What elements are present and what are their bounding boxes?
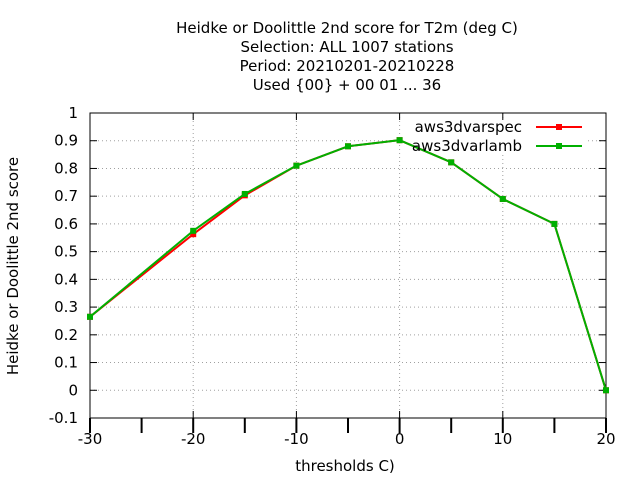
series-point-aws3dvarlamb (345, 143, 351, 150)
x-tick-label: -20 (181, 430, 206, 448)
y-tick-label: 0.1 (54, 354, 78, 372)
series-line-aws3dvarspec (89, 139, 607, 391)
x-tick-label: 0 (395, 430, 405, 448)
y-tick-label: 0.3 (54, 298, 78, 316)
x-tick-label: 10 (493, 430, 512, 448)
y-tick-label: 0.8 (54, 159, 78, 177)
legend-label-aws3dvarspec: aws3dvarspec (415, 118, 522, 136)
legend-marker-aws3dvarlamb (556, 143, 562, 149)
y-tick-label: 0.2 (54, 326, 78, 344)
series-line-aws3dvarlamb (89, 139, 607, 391)
series-point-aws3dvarlamb (241, 190, 248, 197)
y-tick-label: 1 (68, 104, 78, 122)
grid (90, 113, 606, 418)
series-point-aws3dvarlamb (603, 387, 609, 394)
title-line-3: Period: 20210201-20210228 (240, 57, 455, 75)
axes (89, 112, 607, 419)
chart-title: Heidke or Doolittle 2nd score for T2m (d… (176, 19, 518, 94)
y-tick-label: 0.6 (54, 215, 78, 233)
x-tick-label: -30 (78, 430, 103, 448)
title-line-1: Heidke or Doolittle 2nd score for T2m (d… (176, 19, 518, 37)
x-tick-label: 20 (596, 430, 615, 448)
series-point-aws3dvarlamb (293, 162, 300, 169)
series-point-aws3dvarlamb (190, 227, 197, 234)
y-tick-label: 0.4 (54, 270, 78, 288)
y-tick-label: 0.7 (54, 187, 78, 205)
series-point-aws3dvarlamb (551, 220, 558, 227)
y-tick-label: 0 (68, 381, 78, 399)
title-line-4: Used {00} + 00 01 ... 36 (253, 76, 441, 94)
x-axis-label: thresholds C) (295, 457, 395, 475)
plot-border (89, 112, 607, 419)
ticks: -0.1 0 0.1 0.2 0.3 0.4 0.5 0.6 0.7 0.8 0.9 1 -30 -20 -… (49, 104, 616, 448)
series-point-aws3dvarlamb (396, 137, 403, 144)
title-line-2: Selection: ALL 1007 stations (240, 38, 453, 56)
series-point-aws3dvarlamb (499, 195, 506, 202)
legend-marker-aws3dvarspec (556, 124, 562, 130)
series-point-aws3dvarspec (190, 231, 197, 238)
series-point-aws3dvarlamb (87, 313, 93, 320)
y-tick-label: -0.1 (49, 409, 78, 427)
y-tick-label: 0.9 (54, 132, 78, 150)
y-tick-label: 0.5 (54, 243, 78, 261)
series-point-aws3dvarlamb (448, 159, 455, 166)
legend-label-aws3dvarlamb: aws3dvarlamb (412, 137, 522, 155)
x-tick-label: -10 (284, 430, 309, 448)
plot-series (87, 137, 609, 394)
y-axis-label: Heidke or Doolittle 2nd score (4, 157, 22, 375)
